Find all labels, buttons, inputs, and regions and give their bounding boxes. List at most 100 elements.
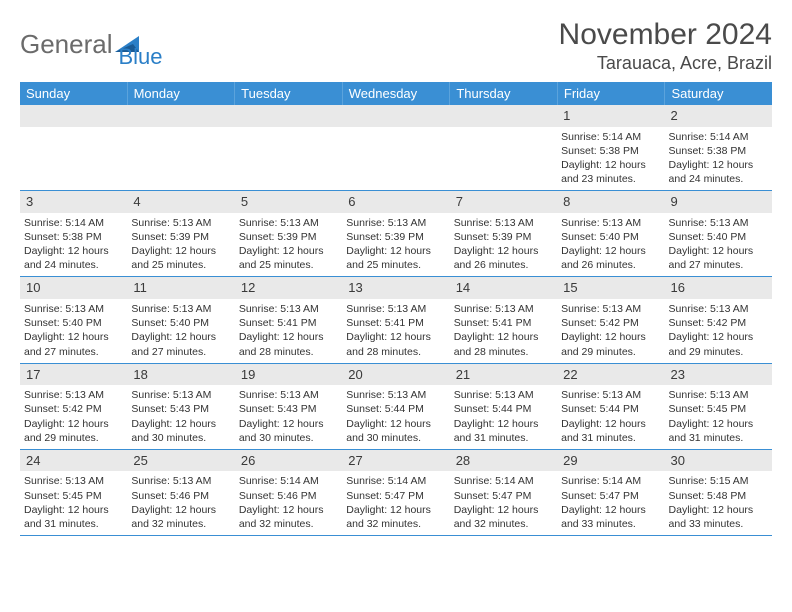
day-cell: 30Sunrise: 5:15 AMSunset: 5:48 PMDayligh… — [665, 450, 772, 535]
sunrise-line: Sunrise: 5:13 AM — [131, 216, 230, 230]
sunset-line: Sunset: 5:39 PM — [239, 230, 338, 244]
day-number: 11 — [127, 277, 234, 299]
day-cell: 13Sunrise: 5:13 AMSunset: 5:41 PMDayligh… — [342, 277, 449, 362]
sunrise-line: Sunrise: 5:13 AM — [239, 302, 338, 316]
daylight-line: Daylight: 12 hours and 26 minutes. — [561, 244, 660, 272]
sunrise-line: Sunrise: 5:13 AM — [454, 216, 553, 230]
day-cell: 1Sunrise: 5:14 AMSunset: 5:38 PMDaylight… — [557, 105, 664, 190]
sunrise-line: Sunrise: 5:14 AM — [454, 474, 553, 488]
day-header: Saturday — [665, 82, 772, 105]
day-number: 5 — [235, 191, 342, 213]
sunset-line: Sunset: 5:41 PM — [346, 316, 445, 330]
sunset-line: Sunset: 5:42 PM — [561, 316, 660, 330]
day-header: Friday — [558, 82, 666, 105]
day-number: 7 — [450, 191, 557, 213]
daylight-line: Daylight: 12 hours and 27 minutes. — [24, 330, 123, 358]
daylight-line: Daylight: 12 hours and 24 minutes. — [24, 244, 123, 272]
daylight-line: Daylight: 12 hours and 30 minutes. — [131, 417, 230, 445]
day-cell: 14Sunrise: 5:13 AMSunset: 5:41 PMDayligh… — [450, 277, 557, 362]
day-number: 29 — [557, 450, 664, 472]
daylight-line: Daylight: 12 hours and 32 minutes. — [346, 503, 445, 531]
day-number: 26 — [235, 450, 342, 472]
day-number: 1 — [557, 105, 664, 127]
day-cell: 6Sunrise: 5:13 AMSunset: 5:39 PMDaylight… — [342, 191, 449, 276]
sunset-line: Sunset: 5:41 PM — [454, 316, 553, 330]
daylight-line: Daylight: 12 hours and 31 minutes. — [454, 417, 553, 445]
day-cell: 12 Sunrise: 5:13 AMSunset: 5:41 PMDayligh… — [235, 277, 342, 362]
sunset-line: Sunset: 5:47 PM — [346, 489, 445, 503]
day-cell: 23Sunrise: 5:13 AMSunset: 5:45 PMDayligh… — [665, 364, 772, 449]
daylight-line: Daylight: 12 hours and 33 minutes. — [561, 503, 660, 531]
day-number: 16 — [665, 277, 772, 299]
day-cell: 19Sunrise: 5:13 AMSunset: 5:43 PMDayligh… — [235, 364, 342, 449]
sunset-line: Sunset: 5:38 PM — [561, 144, 660, 158]
sunrise-line: Sunrise: 5:13 AM — [669, 302, 768, 316]
day-cell: 28Sunrise: 5:14 AMSunset: 5:47 PMDayligh… — [450, 450, 557, 535]
day-number: 3 — [20, 191, 127, 213]
day-number: 19 — [235, 364, 342, 386]
sunset-line: Sunset: 5:42 PM — [24, 402, 123, 416]
sunrise-line: Sunrise: 5:15 AM — [669, 474, 768, 488]
day-number: 10 — [20, 277, 127, 299]
day-cell: 26Sunrise: 5:14 AMSunset: 5:46 PMDayligh… — [235, 450, 342, 535]
sunset-line: Sunset: 5:41 PM — [239, 316, 338, 330]
sunrise-line: Sunrise: 5:13 AM — [454, 388, 553, 402]
sunrise-line: Sunrise: 5:13 AM — [346, 302, 445, 316]
day-number — [342, 105, 449, 127]
logo: General Blue — [20, 18, 163, 70]
sunset-line: Sunset: 5:40 PM — [131, 316, 230, 330]
daylight-line: Daylight: 12 hours and 24 minutes. — [669, 158, 768, 186]
week-row: 17Sunrise: 5:13 AMSunset: 5:42 PMDayligh… — [20, 364, 772, 450]
sunset-line: Sunset: 5:44 PM — [454, 402, 553, 416]
day-number: 2 — [665, 105, 772, 127]
calendar: SundayMondayTuesdayWednesdayThursdayFrid… — [20, 82, 772, 536]
day-number: 20 — [342, 364, 449, 386]
sunrise-line: Sunrise: 5:14 AM — [239, 474, 338, 488]
sunrise-line: Sunrise: 5:13 AM — [131, 302, 230, 316]
day-cell: 8Sunrise: 5:13 AMSunset: 5:40 PMDaylight… — [557, 191, 664, 276]
daylight-line: Daylight: 12 hours and 26 minutes. — [454, 244, 553, 272]
day-number: 8 — [557, 191, 664, 213]
daylight-line: Daylight: 12 hours and 27 minutes. — [669, 244, 768, 272]
daylight-line: Daylight: 12 hours and 31 minutes. — [561, 417, 660, 445]
daylight-line: Daylight: 12 hours and 31 minutes. — [24, 503, 123, 531]
sunset-line: Sunset: 5:38 PM — [669, 144, 768, 158]
sunrise-line: Sunrise: 5:14 AM — [669, 130, 768, 144]
day-cell: 22Sunrise: 5:13 AMSunset: 5:44 PMDayligh… — [557, 364, 664, 449]
sunset-line: Sunset: 5:45 PM — [24, 489, 123, 503]
day-cell: 27Sunrise: 5:14 AMSunset: 5:47 PMDayligh… — [342, 450, 449, 535]
sunrise-line: Sunrise: 5:13 AM — [239, 216, 338, 230]
logo-text-gray: General — [20, 29, 113, 60]
day-cell: 10Sunrise: 5:13 AMSunset: 5:40 PMDayligh… — [20, 277, 127, 362]
day-cell: 29Sunrise: 5:14 AMSunset: 5:47 PMDayligh… — [557, 450, 664, 535]
sunset-line: Sunset: 5:46 PM — [131, 489, 230, 503]
sunset-line: Sunset: 5:39 PM — [131, 230, 230, 244]
day-number: 22 — [557, 364, 664, 386]
day-number: 18 — [127, 364, 234, 386]
day-cell: 7Sunrise: 5:13 AMSunset: 5:39 PMDaylight… — [450, 191, 557, 276]
day-cell: 20Sunrise: 5:13 AMSunset: 5:44 PMDayligh… — [342, 364, 449, 449]
sunset-line: Sunset: 5:40 PM — [669, 230, 768, 244]
sunset-line: Sunset: 5:39 PM — [346, 230, 445, 244]
week-row: 1Sunrise: 5:14 AMSunset: 5:38 PMDaylight… — [20, 105, 772, 191]
day-number: 24 — [20, 450, 127, 472]
day-cell — [450, 105, 557, 190]
sunrise-line: Sunrise: 5:13 AM — [454, 302, 553, 316]
daylight-line: Daylight: 12 hours and 32 minutes. — [239, 503, 338, 531]
day-cell: 5Sunrise: 5:13 AMSunset: 5:39 PMDaylight… — [235, 191, 342, 276]
day-cell: 21Sunrise: 5:13 AMSunset: 5:44 PMDayligh… — [450, 364, 557, 449]
day-number: 28 — [450, 450, 557, 472]
daylight-line: Daylight: 12 hours and 28 minutes. — [239, 330, 338, 358]
sunrise-line: Sunrise: 5:13 AM — [346, 216, 445, 230]
sunset-line: Sunset: 5:43 PM — [239, 402, 338, 416]
day-cell — [20, 105, 127, 190]
day-cell: 25Sunrise: 5:13 AMSunset: 5:46 PMDayligh… — [127, 450, 234, 535]
daylight-line: Daylight: 12 hours and 28 minutes. — [346, 330, 445, 358]
sunrise-line: Sunrise: 5:14 AM — [561, 130, 660, 144]
day-number: 15 — [557, 277, 664, 299]
sunrise-line: Sunrise: 5:13 AM — [131, 474, 230, 488]
day-cell: 9Sunrise: 5:13 AMSunset: 5:40 PMDaylight… — [665, 191, 772, 276]
day-number: 12 — [235, 277, 342, 299]
daylight-line: Daylight: 12 hours and 31 minutes. — [669, 417, 768, 445]
sunrise-line: Sunrise: 5:13 AM — [561, 388, 660, 402]
